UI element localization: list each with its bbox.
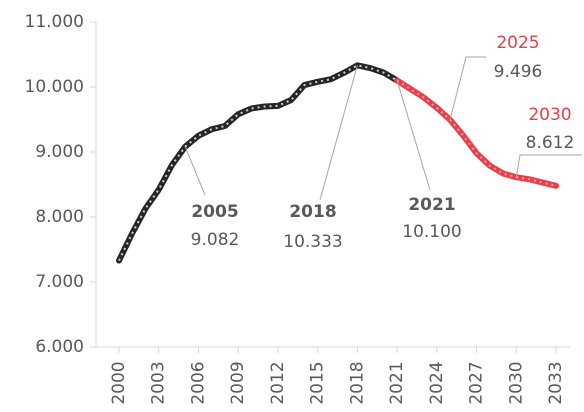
x-tick-label: 2027 bbox=[467, 361, 487, 404]
annotation-value: 10.333 bbox=[283, 232, 342, 252]
x-tick-label: 2009 bbox=[228, 361, 248, 404]
line-series bbox=[116, 62, 401, 264]
annotation-year: 2005 bbox=[191, 202, 238, 222]
annotation-value: 9.496 bbox=[494, 62, 543, 82]
x-tick-label: 2018 bbox=[347, 361, 367, 404]
annotation-year: 2025 bbox=[496, 33, 539, 53]
y-tick-label: 10.000 bbox=[25, 77, 84, 97]
line-series-dots bbox=[118, 64, 398, 261]
annotation-value: 10.100 bbox=[402, 222, 461, 242]
leader-line bbox=[396, 80, 431, 191]
y-tick-label: 8.000 bbox=[35, 207, 84, 227]
y-tick-label: 6.000 bbox=[35, 337, 84, 357]
y-tick-label: 9.000 bbox=[35, 142, 84, 162]
annotation-year: 2018 bbox=[289, 202, 336, 222]
x-tick-label: 2030 bbox=[506, 361, 526, 404]
x-tick-label: 2015 bbox=[308, 361, 328, 404]
annotation-year: 2021 bbox=[408, 195, 455, 215]
x-tick-label: 2024 bbox=[427, 361, 447, 404]
leader-line bbox=[515, 154, 582, 178]
x-tick-label: 2000 bbox=[109, 361, 129, 404]
y-tick-label: 11.000 bbox=[25, 12, 84, 32]
y-tick-label: 7.000 bbox=[35, 272, 84, 292]
leader-line bbox=[319, 65, 358, 201]
annotation-value: 9.082 bbox=[191, 230, 240, 250]
leader-line bbox=[184, 146, 206, 196]
leader-line bbox=[449, 56, 486, 120]
line-series-dots bbox=[396, 79, 557, 187]
x-tick-label: 2012 bbox=[268, 361, 288, 404]
x-tick-label: 2033 bbox=[546, 361, 566, 404]
x-tick-label: 2021 bbox=[387, 361, 407, 404]
annotation-year: 2030 bbox=[528, 105, 571, 125]
x-tick-label: 2003 bbox=[149, 361, 169, 404]
annotation-value: 8.612 bbox=[526, 133, 575, 153]
x-tick-label: 2006 bbox=[188, 361, 208, 404]
